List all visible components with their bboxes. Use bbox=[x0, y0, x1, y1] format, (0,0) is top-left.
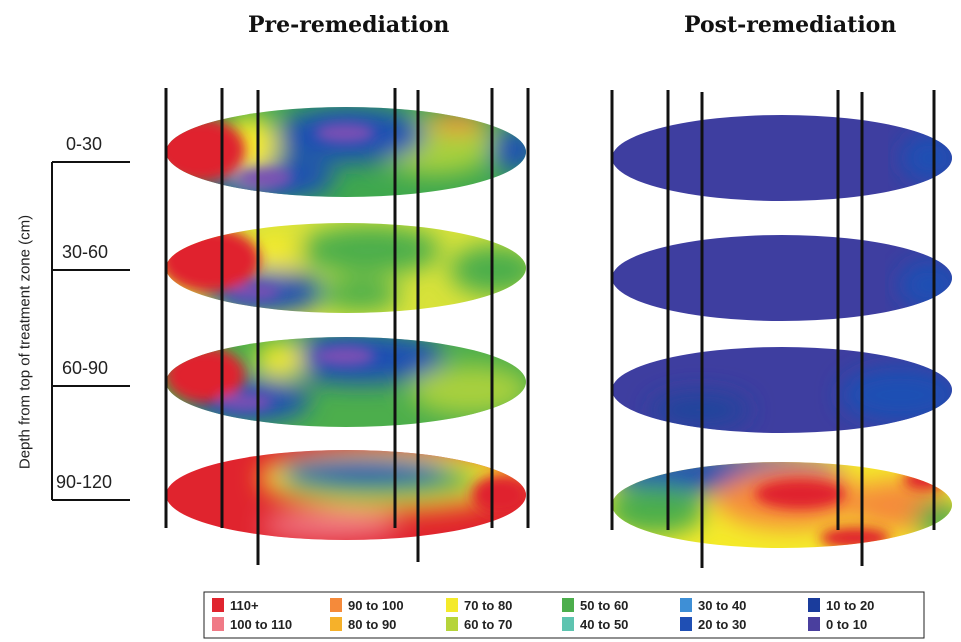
pre-vertical-rods bbox=[164, 88, 530, 565]
post-vertical-rods bbox=[610, 90, 936, 568]
legend-swatch bbox=[446, 617, 458, 631]
depth-label-30-60: 30-60 bbox=[62, 242, 109, 262]
post-remediation-title: Post-remediation bbox=[684, 12, 897, 38]
pre-remediation-title: Pre-remediation bbox=[248, 12, 450, 38]
pre-layer-30-60 bbox=[166, 223, 526, 313]
post-layer-30-60 bbox=[612, 235, 952, 321]
legend-swatch bbox=[562, 598, 574, 612]
post-layer-60-90 bbox=[612, 347, 952, 433]
legend-swatch bbox=[330, 598, 342, 612]
color-legend: 110+ 100 to 110 90 to 100 80 to 90 70 to 80 6… bbox=[203, 591, 925, 639]
legend-swatch bbox=[808, 598, 820, 612]
depth-bracket bbox=[51, 161, 130, 501]
legend-swatch bbox=[212, 617, 224, 631]
post-layer-90-120 bbox=[612, 462, 952, 548]
legend-label: 30 to 40 bbox=[698, 598, 746, 613]
legend-swatch bbox=[446, 598, 458, 612]
pre-layer-0-30 bbox=[166, 107, 526, 197]
legend-label: 90 to 100 bbox=[348, 598, 404, 613]
legend-label: 20 to 30 bbox=[698, 617, 746, 632]
legend-label: 70 to 80 bbox=[464, 598, 512, 613]
legend-swatch bbox=[680, 617, 692, 631]
pre-layer-60-90 bbox=[166, 337, 526, 427]
legend-label: 110+ bbox=[230, 598, 259, 613]
legend-swatch bbox=[330, 617, 342, 631]
legend-label: 80 to 90 bbox=[348, 617, 396, 632]
legend-swatch bbox=[680, 598, 692, 612]
legend-swatch bbox=[562, 617, 574, 631]
depth-label-60-90: 60-90 bbox=[62, 358, 109, 378]
pre-layer-90-120 bbox=[166, 450, 526, 540]
legend-label: 100 to 110 bbox=[230, 617, 292, 632]
legend-label: 0 to 10 bbox=[826, 617, 867, 632]
legend-label: 10 to 20 bbox=[826, 598, 874, 613]
legend-label: 60 to 70 bbox=[464, 617, 512, 632]
legend-label: 50 to 60 bbox=[580, 598, 628, 613]
depth-label-0-30: 0-30 bbox=[66, 134, 103, 154]
post-layer-0-30 bbox=[612, 115, 952, 201]
legend-swatch bbox=[808, 617, 820, 631]
legend-swatch bbox=[212, 598, 224, 612]
legend-label: 40 to 50 bbox=[580, 617, 628, 632]
depth-label-90-120: 90-120 bbox=[56, 472, 113, 492]
